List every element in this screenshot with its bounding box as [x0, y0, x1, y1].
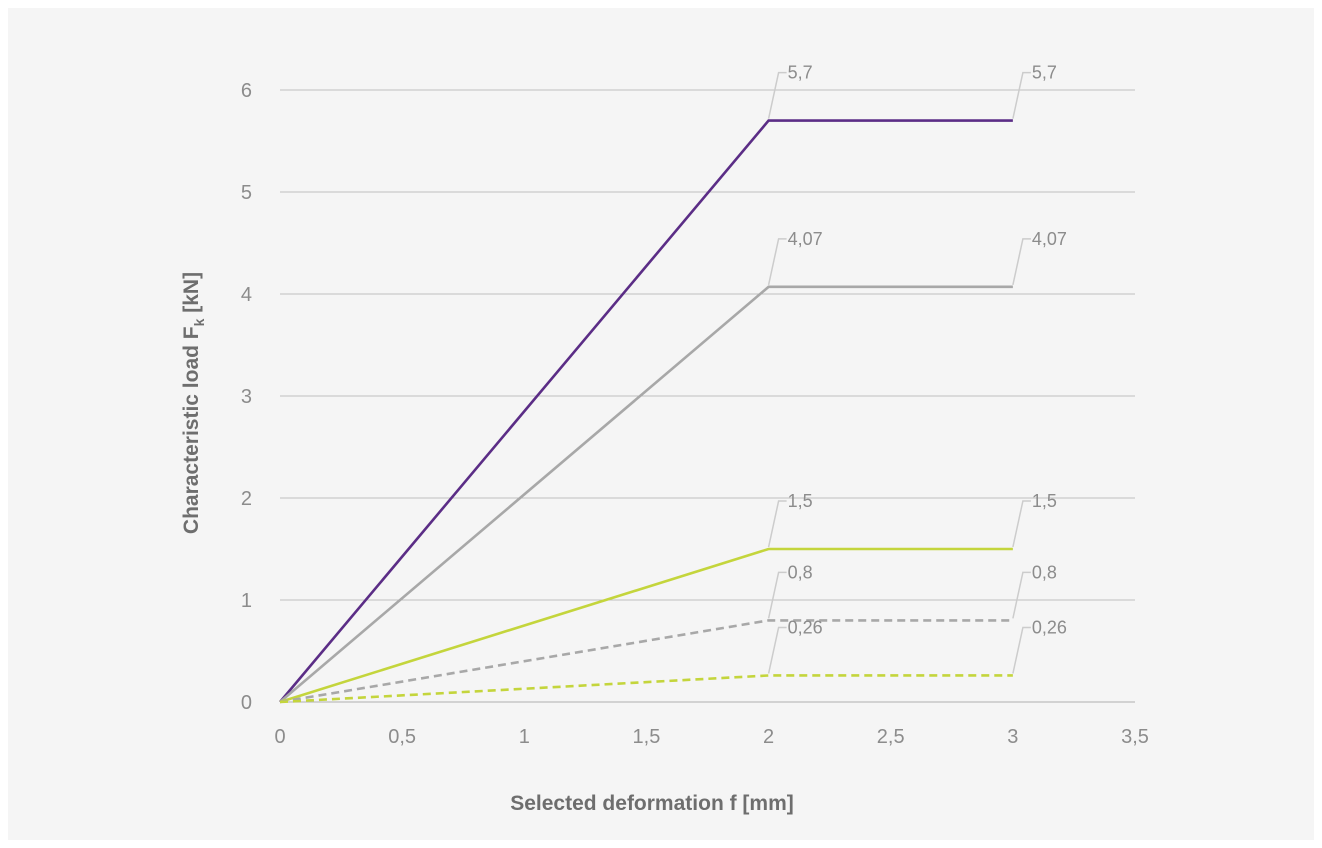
y-tick-label: 4 [241, 284, 252, 306]
series-lines [279, 119, 1013, 704]
data-label-leader [767, 626, 787, 674]
y-axis-title-unit: [kN] [180, 272, 203, 319]
data-label: 4,07 [788, 229, 823, 249]
data-label: 4,07 [1032, 229, 1067, 249]
data-label: 5,7 [788, 63, 813, 83]
chart-panel: 5,7 5,7 4,07 4,07 1,5 1,5 0,8 0,8 0,26 0,26 0 1 2 3 4… [8, 8, 1314, 840]
data-label-leader [767, 238, 787, 286]
data-label-leader [1012, 238, 1031, 286]
data-label: 0,26 [1032, 617, 1067, 637]
line-chart: 5,7 5,7 4,07 4,07 1,5 1,5 0,8 0,8 0,26 0,26 0 1 2 3 4… [180, 63, 1149, 815]
x-tick-label: 0,5 [388, 726, 416, 748]
data-label: 0,8 [1032, 562, 1057, 582]
data-label: 5,7 [1032, 63, 1057, 83]
x-tick-label: 3,5 [1121, 726, 1149, 748]
series-line-gray-dashed [279, 619, 1013, 704]
y-tick-label: 1 [241, 590, 252, 612]
y-tick-label: 6 [241, 80, 252, 102]
gridlines [280, 89, 1135, 601]
x-axis-title: Selected deformation f [mm] [510, 792, 794, 815]
data-label: 0,26 [788, 617, 823, 637]
y-tick-label: 5 [241, 182, 252, 204]
data-label-leader [767, 71, 787, 119]
y-axis-title: Characteristic load Fk [kN] [180, 272, 207, 534]
y-tick-label: 3 [241, 386, 252, 408]
x-tick-label: 2 [763, 726, 774, 748]
data-label-leader [1012, 71, 1031, 119]
y-tick-label: 2 [241, 488, 252, 510]
y-axis-title-subscript: k [191, 318, 207, 326]
data-labels: 5,7 5,7 4,07 4,07 1,5 1,5 0,8 0,8 0,26 0,26 [767, 63, 1067, 674]
data-label-leader [1012, 500, 1031, 548]
x-tick-label: 1,5 [633, 726, 661, 748]
data-label: 0,8 [788, 562, 813, 582]
y-tick-label: 0 [241, 692, 252, 714]
data-label: 1,5 [1032, 491, 1057, 511]
x-tick-label: 3 [1007, 726, 1018, 748]
data-label: 1,5 [788, 491, 813, 511]
x-tick-label: 2,5 [877, 726, 905, 748]
x-tick-label: 1 [519, 726, 530, 748]
series-line-purple [279, 119, 1013, 703]
data-label-leader [1012, 571, 1031, 619]
data-label-leader [1012, 626, 1031, 674]
series-line-green-dashed [279, 674, 1013, 704]
y-axis-title-main: Characteristic load F [180, 326, 203, 534]
y-tick-labels: 0 1 2 3 4 5 6 [241, 80, 252, 714]
series-line-gray [279, 285, 1013, 703]
data-label-leader [767, 571, 787, 619]
data-label-leader [767, 500, 787, 548]
x-tick-label: 0 [274, 726, 285, 748]
x-tick-labels: 0 0,5 1 1,5 2 2,5 3 3,5 [274, 726, 1148, 748]
series-line-green [279, 547, 1013, 704]
